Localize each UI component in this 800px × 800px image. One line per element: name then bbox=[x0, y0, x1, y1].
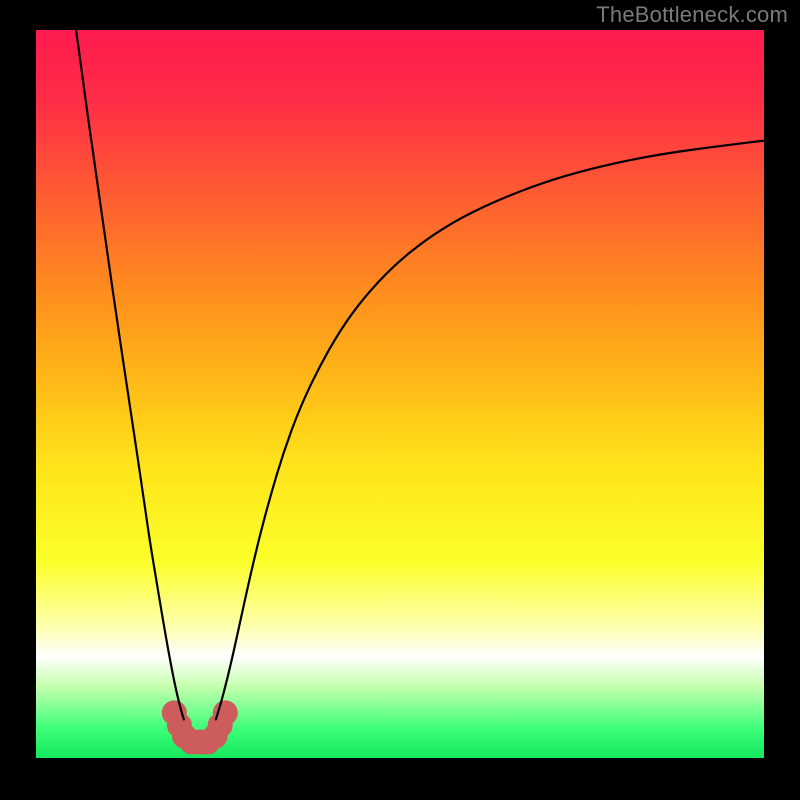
chart-stage: TheBottleneck.com bbox=[0, 0, 800, 800]
gradient-plot-area bbox=[36, 30, 764, 758]
watermark-text: TheBottleneck.com bbox=[596, 2, 788, 28]
chart-svg bbox=[0, 0, 800, 800]
